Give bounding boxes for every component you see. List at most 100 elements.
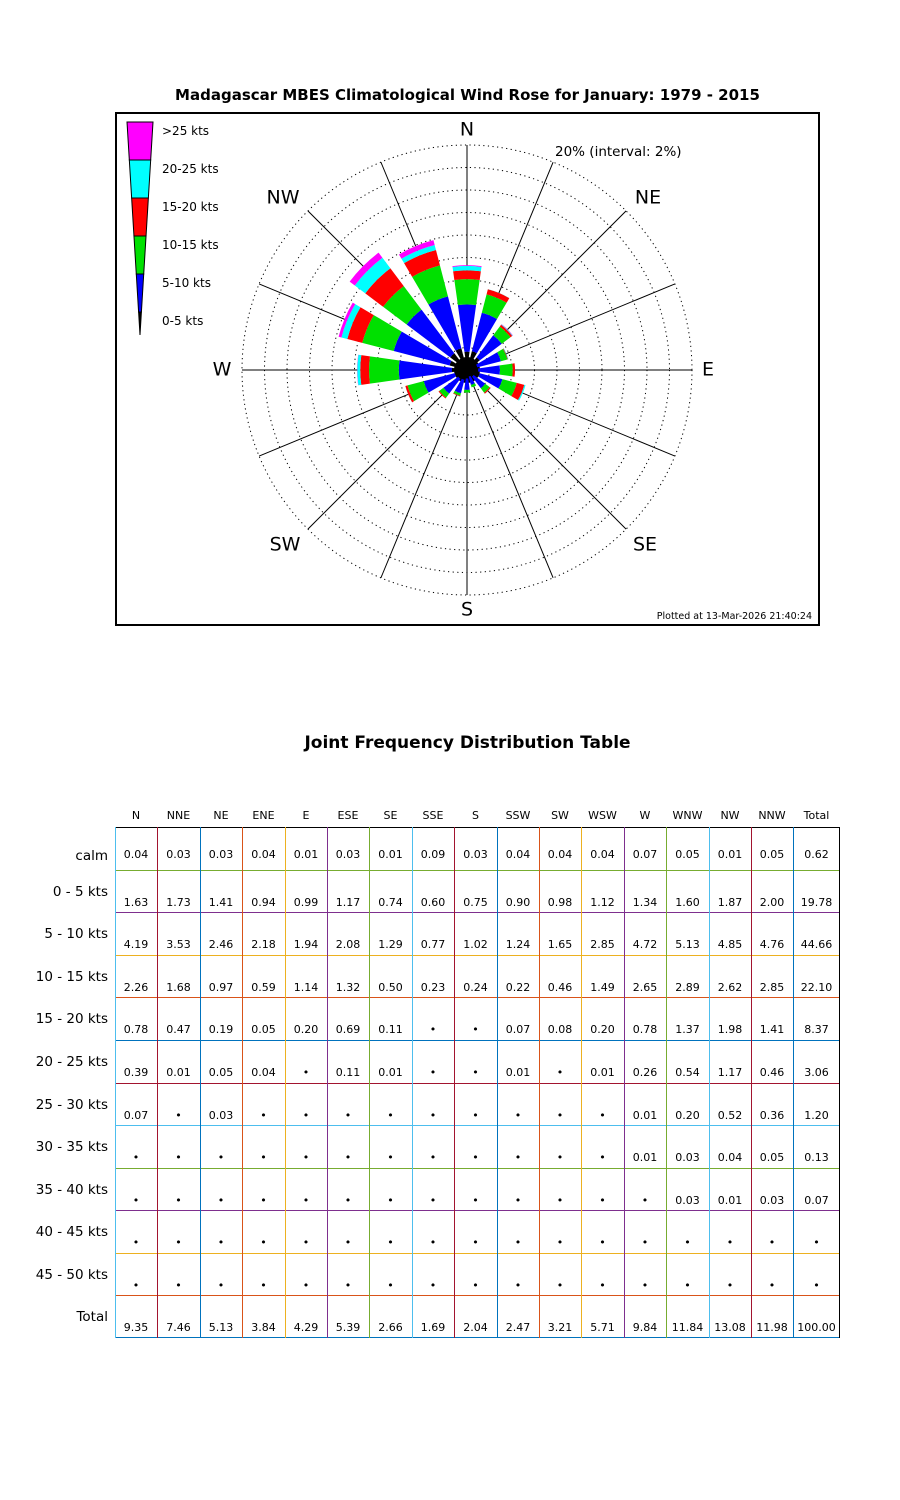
table-cell: 2.00 (759, 896, 785, 909)
row-label: 20 - 25 kts (35, 1054, 108, 1070)
table-cell: • (472, 1151, 479, 1164)
rose-petal-segment (503, 348, 509, 360)
grid-hline (115, 912, 840, 913)
grid-vline (454, 827, 455, 1338)
rose-petal-segment (461, 370, 467, 380)
row-label: 15 - 20 kts (35, 1011, 108, 1027)
rose-petal-segment (493, 326, 511, 344)
table-cell: 0.04 (251, 1066, 276, 1079)
row-label: 35 - 40 kts (35, 1182, 108, 1198)
grid-vline (157, 827, 158, 1338)
legend-cone-segment (135, 273, 145, 313)
table-cell: 0.69 (335, 1023, 361, 1036)
rose-petal-segment (369, 356, 400, 384)
spoke-line (466, 369, 554, 579)
row-label: 25 - 30 kts (35, 1097, 108, 1113)
windrose-panel: N NE E SE S SW W NW 20% (interval: 2%) P… (115, 112, 820, 626)
table-cell: • (684, 1279, 691, 1292)
table-cell: 0.09 (420, 848, 446, 861)
grid-hline (115, 997, 840, 998)
table-cell: 0.01 (166, 1066, 191, 1079)
table-cell: • (768, 1279, 776, 1292)
row-label: 10 - 15 kts (35, 969, 108, 985)
rose-petal-segment (517, 384, 526, 401)
grid-hline (115, 1083, 840, 1084)
col-header: ENE (252, 809, 275, 822)
rose-petal-segment (467, 370, 471, 377)
table-cell: • (472, 1279, 479, 1292)
table-cell: 0.03 (463, 848, 488, 861)
legend-cone-segment (131, 197, 149, 237)
grid-vline (412, 827, 413, 1338)
rose-petal-segment (365, 268, 404, 307)
table-cell: 1.41 (208, 896, 234, 909)
table-cell: 0.04 (717, 1151, 743, 1164)
table-cell: • (813, 1236, 820, 1249)
table-cell: 0.97 (208, 981, 234, 994)
row-label: Total (76, 1309, 108, 1325)
grid-vline (666, 827, 667, 1338)
table-cell: 1.24 (505, 938, 531, 951)
table-cell: 0.47 (166, 1023, 191, 1036)
table-cell: 0.01 (717, 848, 743, 861)
table-cell: • (302, 1194, 310, 1207)
rose-petal-segment (502, 348, 508, 360)
table-cell: 7.46 (166, 1321, 191, 1334)
table-cell: 0.20 (590, 1023, 615, 1036)
table-cell: • (132, 1279, 140, 1292)
table-cell: 4.19 (123, 938, 149, 951)
rose-petal-segment (468, 375, 475, 385)
table-cell: 2.18 (251, 938, 276, 951)
table-cell: 1.87 (717, 896, 743, 909)
rose-petal-segment (450, 353, 467, 370)
rose-petal-segment (463, 389, 471, 393)
table-cell: 0.07 (804, 1194, 829, 1207)
table-cell: • (429, 1236, 437, 1249)
compass-label-w: W (212, 358, 232, 381)
table-cell: 1.32 (335, 981, 361, 994)
table-cell: 0.11 (335, 1066, 361, 1079)
rose-petal-segment (406, 309, 455, 358)
table-cell: 0.50 (378, 981, 403, 994)
table-cell: • (556, 1194, 564, 1207)
grid-vline (624, 827, 625, 1338)
table-cell: 1.17 (335, 896, 361, 909)
rose-petal-segment (470, 383, 477, 388)
table-cell: • (514, 1236, 522, 1249)
col-header: SSE (422, 809, 444, 822)
rose-petal-segment (467, 351, 477, 370)
rose-petal-segment (454, 370, 467, 377)
compass-label-s: S (460, 598, 474, 621)
table-cell: • (344, 1109, 352, 1122)
rose-petal-segment (464, 378, 470, 390)
compass-label-e: E (701, 358, 715, 381)
rose-petal-segment (481, 294, 507, 320)
table-cell: 0.01 (717, 1194, 743, 1207)
table-cell: 0.05 (759, 1151, 785, 1164)
rose-petal-segment (360, 355, 370, 385)
table-cell: 0.74 (378, 896, 403, 909)
table-cell: 4.29 (293, 1321, 319, 1334)
rose-petal-segment (439, 387, 450, 398)
table-cell: 2.47 (505, 1321, 531, 1334)
table-cell: • (387, 1279, 394, 1292)
grid-hline (115, 1253, 840, 1254)
col-header: NNE (166, 809, 191, 822)
table-cell: • (387, 1236, 394, 1249)
rose-petal-segment (453, 390, 461, 396)
table-cell: • (556, 1236, 564, 1249)
col-header: E (302, 809, 310, 822)
rose-petal-segment (499, 363, 513, 377)
table-cell: 4.72 (632, 938, 658, 951)
rose-petal-segment (398, 240, 435, 259)
compass-label-se: SE (632, 533, 658, 556)
table-cell: 0.03 (208, 848, 234, 861)
rose-petal-segment (472, 375, 486, 389)
rose-petal-segment (354, 257, 391, 294)
legend-label: >25 kts (162, 124, 210, 138)
table-cell: 0.90 (505, 896, 531, 909)
table-cell: 0.46 (547, 981, 573, 994)
table-cell: 0.03 (166, 848, 191, 861)
table-cell: 0.52 (717, 1109, 743, 1122)
rose-petal-segment (452, 265, 482, 267)
